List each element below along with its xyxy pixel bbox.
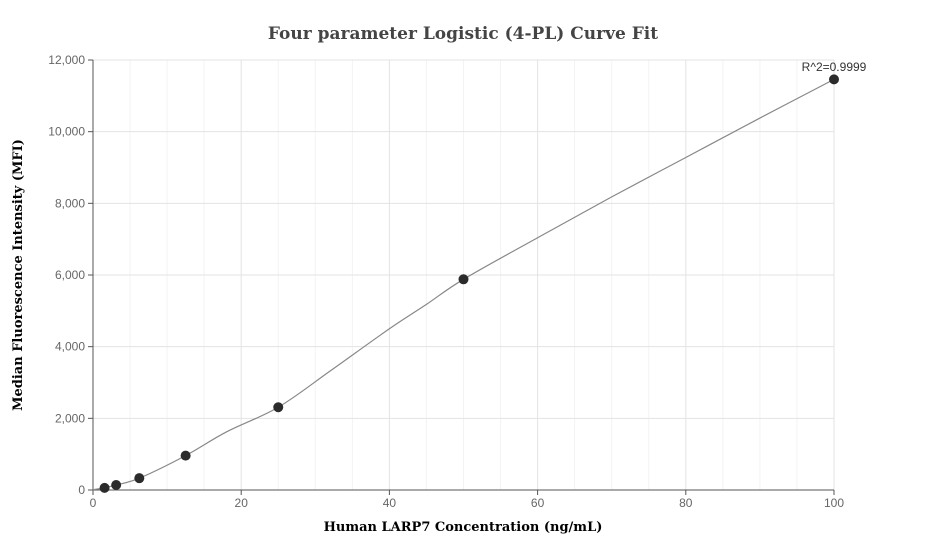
y-axis-title: Median Fluorescence Intensity (MFI): [11, 139, 26, 411]
data-point[interactable]: [273, 402, 284, 413]
chart-title: Four parameter Logistic (4-PL) Curve Fit: [268, 24, 658, 44]
x-tick-label: 100: [824, 496, 844, 510]
data-point[interactable]: [99, 482, 110, 493]
y-tick-label: 10,000: [48, 125, 85, 139]
data-point[interactable]: [180, 450, 191, 461]
fit-curve-layer: [92, 78, 835, 491]
data-point-layer: [99, 74, 839, 493]
y-tick-label: 2,000: [55, 411, 85, 425]
x-tick-label: 80: [679, 496, 693, 510]
fit-curve: [92, 78, 835, 491]
y-tick-label: 6,000: [55, 268, 85, 282]
data-point[interactable]: [111, 479, 122, 490]
x-tick-label: 40: [383, 496, 397, 510]
y-tick-label: 4,000: [55, 340, 85, 354]
x-axis-title: Human LARP7 Concentration (ng/mL): [324, 520, 603, 535]
data-point[interactable]: [458, 274, 469, 285]
x-tick-label: 0: [90, 496, 97, 510]
y-tick-label: 12,000: [48, 53, 85, 67]
axis-layer: 0 2,000 4,000 6,000 8,000 10,000 12,000 0 20 40 60…: [48, 53, 844, 510]
data-point[interactable]: [134, 473, 145, 484]
x-tick-label: 60: [531, 496, 545, 510]
r-squared-annotation: R^2=0.9999: [802, 60, 867, 74]
x-tick-label: 20: [235, 496, 249, 510]
data-point[interactable]: [829, 74, 839, 85]
grid-layer: [93, 59, 835, 490]
y-tick-label: 8,000: [55, 196, 85, 210]
y-tick-label: 0: [78, 483, 85, 497]
